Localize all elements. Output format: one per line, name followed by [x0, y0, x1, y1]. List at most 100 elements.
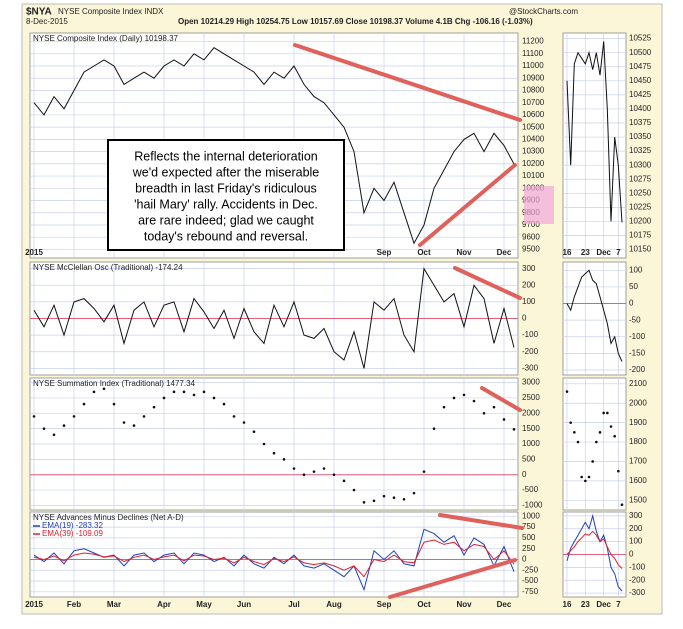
x-tick-label: 2015 [25, 248, 43, 257]
y-tick-label: -200 [629, 575, 646, 584]
legend-label: EMA(19) -283.32 [42, 521, 103, 530]
point [252, 430, 256, 434]
point [620, 503, 624, 506]
y-tick-label: 9700 [522, 220, 540, 229]
x-tick-label: 7 [616, 600, 621, 609]
x-tick-label: May [196, 600, 212, 609]
plot-area [29, 511, 519, 598]
y-tick-label: -500 [522, 576, 539, 585]
y-tick-label: -150 [629, 349, 646, 358]
y-tick-label: -300 [522, 363, 539, 372]
point [72, 415, 76, 418]
point [613, 434, 616, 438]
point [512, 428, 516, 431]
y-tick-label: 10200 [522, 159, 545, 168]
y-tick-label: 50 [629, 282, 638, 291]
x-tick-label: 16 [563, 248, 572, 257]
y-tick-label: 100 [629, 537, 643, 546]
y-tick-label: 10250 [629, 188, 652, 197]
point [292, 467, 296, 470]
y-tick-label: 100 [629, 265, 643, 274]
series-line [33, 267, 515, 369]
series-line [566, 530, 623, 569]
point [112, 402, 116, 406]
point [617, 469, 620, 473]
annotation: Reflects the internal deterioration we'd … [132, 149, 320, 243]
point [372, 499, 376, 503]
point [222, 402, 226, 406]
trend-line [418, 163, 517, 247]
point [42, 427, 46, 430]
series-line [33, 47, 515, 245]
date: 8-Dec-2015 [26, 17, 68, 26]
point [492, 405, 496, 409]
quote: Open 10214.29 High 10254.75 Low 10157.69… [178, 17, 533, 26]
y-tick-label: 300 [522, 264, 536, 273]
y-tick-label: -50 [629, 315, 641, 324]
series-line [566, 269, 623, 362]
y-tick-label: 10300 [629, 160, 652, 169]
y-tick-label: 10525 [629, 34, 652, 43]
point [282, 458, 286, 461]
point [212, 396, 216, 400]
point [452, 396, 456, 400]
x-tick-label: Nov [456, 600, 472, 609]
annotation-line: 'hail Mary' rally. Accidents in Dec. [134, 197, 318, 211]
y-tick-label: -200 [629, 365, 646, 374]
point [52, 433, 56, 437]
y-tick-label: -500 [522, 485, 539, 494]
point [192, 393, 196, 397]
point [302, 473, 306, 476]
y-tick-label: 2100 [629, 379, 647, 388]
y-tick-label: 10275 [629, 174, 652, 183]
point [609, 425, 613, 428]
y-tick-label: 10150 [629, 245, 652, 254]
annotation-line: breadth in last Friday's ridiculous [135, 181, 317, 195]
y-tick-label: 10900 [522, 73, 545, 82]
y-tick-label: 10400 [629, 104, 652, 113]
point [402, 497, 406, 501]
point [132, 424, 136, 427]
y-tick-label: 10450 [629, 76, 652, 85]
point [162, 396, 166, 400]
x-tick-label: 2015 [25, 600, 43, 609]
y-tick-label: 10400 [522, 134, 545, 143]
panel-title: NYSE Summation Index (Traditional) 1477.… [33, 379, 196, 388]
point [342, 479, 346, 483]
point [32, 415, 36, 418]
point [606, 411, 609, 415]
y-tick-label: 300 [629, 511, 643, 520]
point [182, 390, 186, 394]
trend-line [453, 266, 522, 300]
point [565, 390, 569, 393]
point [584, 479, 587, 483]
point [152, 405, 156, 409]
y-tick-label: 2000 [522, 408, 540, 417]
y-tick-label: -200 [522, 347, 539, 356]
point [462, 393, 466, 397]
point [422, 470, 426, 473]
x-tick-label: Feb [67, 600, 81, 609]
x-tick-label: Jun [237, 600, 251, 609]
y-tick-label: 2000 [629, 398, 647, 407]
point [602, 411, 605, 415]
y-tick-label: 1500 [629, 495, 647, 504]
y-tick-label: 10425 [629, 90, 652, 99]
point [122, 421, 126, 424]
legend-label: EMA(39) -109.09 [42, 529, 103, 538]
series-line [33, 528, 515, 592]
point [362, 501, 366, 504]
y-tick-label: 11000 [522, 61, 544, 70]
point [591, 460, 594, 463]
x-tick-label: Oct [417, 600, 431, 609]
y-tick-label: 10375 [629, 118, 652, 127]
y-tick-label: 1600 [629, 476, 647, 485]
x-tick-label: 7 [616, 248, 621, 257]
point [352, 488, 356, 492]
point [482, 412, 486, 415]
point [242, 421, 246, 424]
y-tick-label: 750 [522, 522, 536, 531]
x-tick-label: Dec [596, 248, 611, 257]
point [472, 399, 476, 403]
